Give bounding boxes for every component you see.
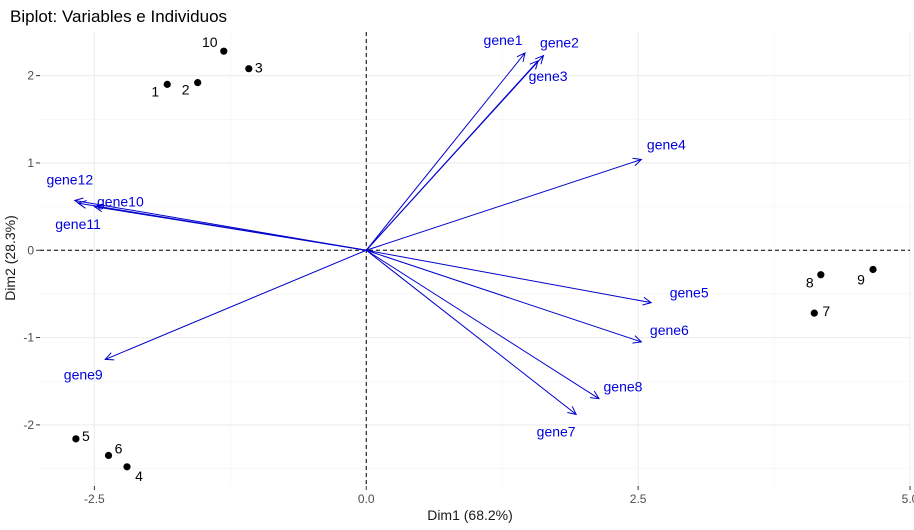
y-axis-title: Dim2 (28.3%) (2, 215, 18, 301)
arrowhead-gene6 (632, 335, 643, 344)
y-tick-label: 0 (27, 243, 34, 257)
variable-label-gene3: gene3 (529, 68, 568, 84)
x-tick-label: 2.5 (630, 492, 647, 506)
arrowhead-gene9 (104, 352, 115, 361)
individual-label-6: 6 (115, 440, 123, 456)
arrowhead-gene5 (642, 296, 653, 306)
arrowhead-gene7 (567, 406, 578, 416)
individual-point-6 (104, 451, 113, 460)
variable-arrow-gene3 (365, 60, 539, 251)
reference-lines (40, 32, 910, 486)
variable-arrow-gene6 (366, 249, 642, 343)
y-tick-label: -1 (23, 331, 34, 345)
individual-point-7 (810, 309, 818, 317)
variable-label-gene7: gene7 (537, 423, 576, 439)
variable-label-gene1: gene1 (484, 32, 523, 48)
variable-label-gene2: gene2 (540, 35, 579, 51)
arrowhead-gene3 (529, 59, 539, 70)
variable-arrow-gene7 (365, 249, 577, 415)
variable-arrow-gene8 (365, 249, 600, 400)
individual-label-9: 9 (857, 271, 865, 287)
variable-label-gene9: gene9 (64, 366, 103, 382)
x-tick-label: 0.0 (358, 492, 375, 506)
individual-points: 1 2 3 10 4 5 6 78 9 (72, 34, 877, 484)
variable-label-gene12: gene12 (46, 172, 93, 188)
axis-ticks: -2.5 0.0 2.5 5.0 -2 -1 0 1 2 (23, 69, 914, 506)
individual-point-4 (123, 463, 131, 471)
arrowhead-gene2 (534, 54, 545, 65)
variable-label-gene11: gene11 (55, 216, 101, 232)
variable-label-gene5: gene5 (670, 285, 709, 301)
arrowhead-gene8 (589, 390, 600, 400)
arrowhead-gene4 (632, 157, 643, 167)
individual-point-2 (194, 79, 202, 87)
arrowhead-gene1 (516, 52, 526, 62)
individual-label-10: 10 (202, 34, 218, 50)
individual-point-5 (72, 435, 80, 443)
y-tick-label: 2 (27, 69, 34, 83)
x-axis-title: Dim1 (68.2%) (427, 507, 513, 523)
variable-arrows: gene1 gene2 gene3 gene4 gene5 gene6 gene7 gene8… (46, 32, 708, 439)
x-tick-label: -2.5 (84, 492, 105, 506)
individual-label-3: 3 (255, 60, 263, 76)
variable-arrow-gene12 (74, 200, 367, 251)
individual-label-7: 7 (822, 303, 830, 319)
variable-arrow-gene1 (365, 52, 526, 251)
y-tick-label: -2 (23, 418, 34, 432)
individual-point-3 (245, 65, 253, 73)
x-tick-label: 5.0 (902, 492, 914, 506)
variable-label-gene4: gene4 (647, 136, 686, 152)
variable-label-gene8: gene8 (604, 379, 643, 395)
individual-label-2: 2 (182, 82, 190, 98)
individual-label-8: 8 (806, 275, 814, 291)
individual-label-1: 1 (151, 83, 159, 99)
variable-label-gene10: gene10 (97, 194, 144, 210)
variable-arrow-gene9 (105, 249, 367, 360)
individual-label-4: 4 (135, 468, 143, 484)
variable-arrow-gene5 (366, 249, 652, 304)
individual-point-9 (869, 265, 877, 274)
individual-label-5: 5 (82, 428, 90, 444)
individual-point-8 (817, 271, 825, 279)
arrowhead-gene12 (73, 197, 84, 207)
individual-point-1 (163, 80, 171, 88)
variable-arrow-gene4 (366, 158, 642, 251)
variable-label-gene6: gene6 (650, 322, 689, 338)
chart-title: Biplot: Variables e Individuos (10, 7, 227, 26)
y-tick-label: 1 (27, 156, 34, 170)
individual-point-10 (220, 47, 228, 55)
grid-layer (40, 32, 911, 486)
